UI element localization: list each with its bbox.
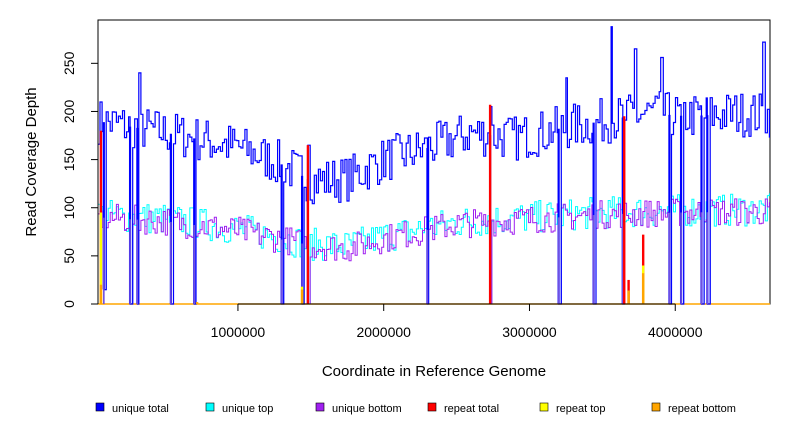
legend-swatch [205,402,215,412]
x-tick-label: 3000000 [502,324,557,340]
legend-item-repeat-top: repeat top [539,402,606,415]
legend-item-repeat-total: repeat total [427,402,499,415]
y-tick-label: 200 [61,100,77,124]
series-unique-bottom [98,198,770,305]
legend-label: unique top [222,403,273,415]
legend-item-unique-bottom: unique bottom [315,402,402,415]
legend-label: repeat top [556,403,606,415]
legend-label: unique total [112,403,169,415]
legend-swatch [651,402,661,412]
legend-item-repeat-bottom: repeat bottom [651,402,736,415]
x-tick-label: 2000000 [356,324,411,340]
series-layer [98,26,770,305]
legend-swatch [427,402,437,412]
y-tick-label: 250 [61,51,77,75]
y-tick-label: 150 [61,148,77,172]
legend-swatch [95,402,105,412]
series-unique-total [98,26,770,305]
x-axis-title: Coordinate in Reference Genome [322,363,546,380]
y-tick-label: 100 [61,196,77,220]
y-tick-label: 50 [61,248,77,264]
x-tick-label: 1000000 [211,324,266,340]
x-tick-label: 4000000 [648,324,703,340]
legend-item-unique-top: unique top [205,402,273,415]
legend-label: unique bottom [332,403,402,415]
axes-layer: 1000000 2000000 3000000 4000000 0 50 100 150 200… [61,51,703,340]
legend-swatch [539,402,549,412]
y-axis-title: Read Coverage Depth [23,87,40,236]
legend-swatch [315,402,325,412]
legend: unique total unique top unique bottom repea… [95,402,736,415]
legend-label: repeat total [444,403,499,415]
legend-label: repeat bottom [668,403,736,415]
y-tick-label: 0 [61,300,77,308]
legend-item-unique-total: unique total [95,402,169,415]
